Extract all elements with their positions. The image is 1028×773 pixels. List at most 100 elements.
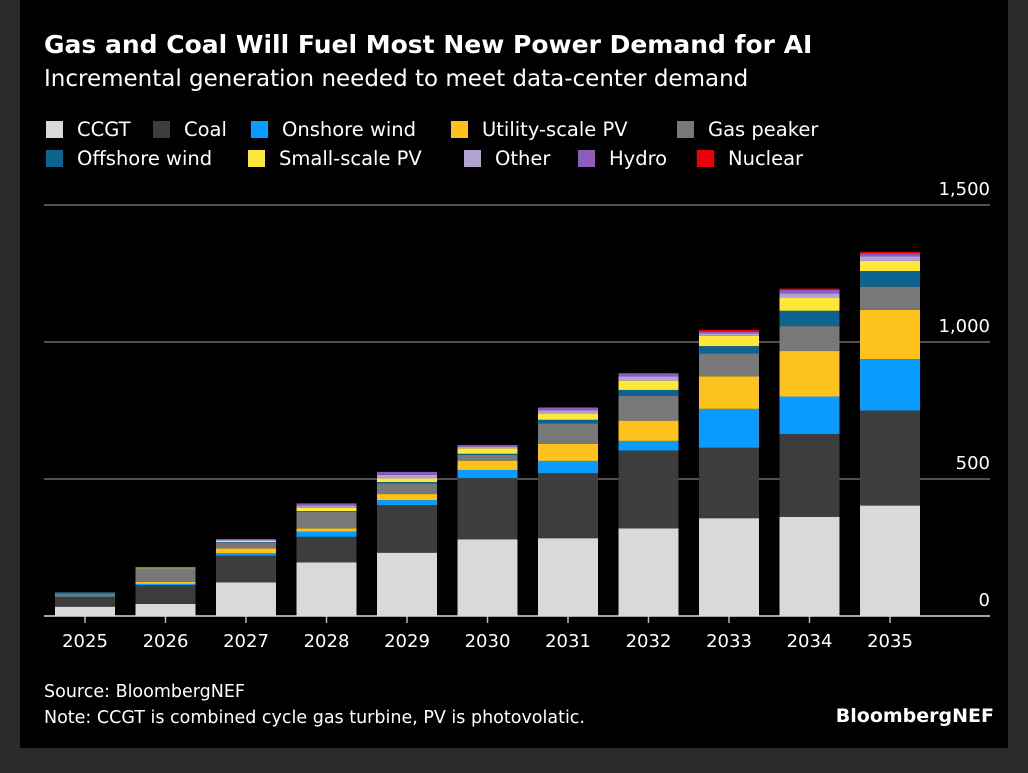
- bar-segment: [135, 567, 196, 568]
- bar-segment: [860, 253, 920, 257]
- bar-segment: [377, 474, 437, 479]
- bar-segment: [296, 528, 357, 532]
- bar-segment: [135, 568, 196, 582]
- bar-segment: [377, 471, 437, 475]
- legend-item: Onshore wind: [251, 118, 416, 141]
- note-text: Note: CCGT is combined cycle gas turbine…: [44, 708, 585, 728]
- legend-label: Utility-scale PV: [482, 118, 628, 141]
- bar-segment: [779, 351, 840, 397]
- bar-segment: [135, 567, 196, 569]
- bar-segment: [779, 288, 840, 290]
- bar-segment: [135, 583, 196, 586]
- legend-label: Hydro: [609, 147, 668, 170]
- bar-segment: [699, 408, 759, 448]
- legend-swatch: [46, 121, 63, 138]
- bar-segment: [377, 478, 437, 483]
- bar-segment: [457, 460, 518, 470]
- bar-segment: [135, 581, 196, 584]
- bar-segment: [618, 395, 679, 421]
- bar-segment: [216, 542, 276, 549]
- y-tick-label: 1,500: [938, 179, 990, 200]
- bar-segment: [699, 335, 759, 347]
- bar-segment: [618, 450, 679, 529]
- chart-subtitle: Incremental generation needed to meet da…: [44, 66, 749, 92]
- bar-segment: [538, 473, 598, 539]
- legend-swatch: [677, 121, 694, 138]
- bar-segment: [618, 528, 679, 616]
- legend-swatch: [46, 150, 63, 167]
- bar-segment: [538, 413, 598, 420]
- legend-swatch: [251, 121, 268, 138]
- bar-segment: [860, 286, 920, 310]
- x-tick-label: 2025: [62, 631, 108, 652]
- bar-segment: [377, 483, 437, 495]
- bar-segment: [618, 420, 679, 441]
- bar-segment: [779, 289, 840, 294]
- bar-segment: [779, 297, 840, 311]
- bloombergnef-logo: BloombergNEF: [835, 705, 994, 727]
- x-tick-label: 2033: [706, 631, 752, 652]
- bar-segment: [55, 596, 115, 607]
- bar-segment: [699, 346, 759, 354]
- bar-segment: [296, 531, 357, 537]
- bar-segment: [55, 593, 115, 596]
- bar-segment: [377, 552, 437, 616]
- bar-segment: [216, 542, 276, 543]
- bar-segment: [296, 511, 357, 512]
- chart-title: Gas and Coal Will Fuel Most New Power De…: [44, 30, 813, 59]
- legend-item: Offshore wind: [46, 147, 212, 170]
- x-tick-label: 2035: [867, 631, 913, 652]
- bar-segment: [377, 500, 437, 506]
- bar-segment: [457, 478, 518, 540]
- bar-segment: [538, 460, 598, 474]
- bar-segment: [860, 260, 920, 272]
- y-tick-label: 1,000: [938, 316, 990, 337]
- source-text: Source: BloombergNEF: [44, 682, 245, 702]
- bar-segment: [538, 443, 598, 461]
- bar-segment: [538, 538, 598, 616]
- legend-item: Gas peaker: [677, 118, 818, 141]
- bar-segment: [860, 505, 920, 616]
- bar-segment: [699, 447, 759, 519]
- bar-segment: [457, 448, 518, 454]
- bar-segment: [457, 453, 518, 455]
- bar-segment: [618, 380, 679, 390]
- legend-label: Other: [495, 147, 551, 170]
- bar-segment: [135, 603, 196, 616]
- legend-item: Coal: [153, 118, 227, 141]
- bar-segment: [860, 309, 920, 359]
- bar-segment: [860, 358, 920, 411]
- legend-swatch: [248, 150, 265, 167]
- bar-segment: [216, 539, 276, 541]
- bar-segment: [779, 396, 840, 435]
- x-tick-label: 2029: [384, 631, 430, 652]
- bar-segment: [779, 434, 840, 517]
- bar-segment: [216, 539, 276, 540]
- bar-segment: [377, 494, 437, 501]
- y-tick-label: 500: [956, 453, 990, 474]
- legend-label: Gas peaker: [708, 118, 819, 141]
- bar-segment: [216, 548, 276, 554]
- x-tick-label: 2030: [465, 631, 511, 652]
- x-tick-label: 2034: [787, 631, 833, 652]
- legend-item: Other: [464, 147, 550, 170]
- legend-item: Nuclear: [697, 147, 803, 170]
- bar-segment: [618, 373, 679, 377]
- legend-label: Nuclear: [728, 147, 804, 170]
- bar-segment: [860, 271, 920, 287]
- bar-segment: [457, 539, 518, 616]
- legend-label: Small-scale PV: [279, 147, 422, 170]
- bar-segment: [699, 333, 759, 336]
- bar-segment: [216, 553, 276, 556]
- bar-segment: [216, 555, 276, 583]
- bar-segment: [457, 454, 518, 461]
- bar-segment: [618, 376, 679, 381]
- bar-segment: [538, 423, 598, 444]
- bar-segment: [538, 410, 598, 414]
- x-tick-label: 2028: [304, 631, 350, 652]
- legend-label: CCGT: [77, 118, 131, 141]
- legend-swatch: [697, 150, 714, 167]
- bar-segment: [216, 582, 276, 616]
- legend-label: Onshore wind: [282, 118, 417, 141]
- legend-item: Hydro: [578, 147, 667, 170]
